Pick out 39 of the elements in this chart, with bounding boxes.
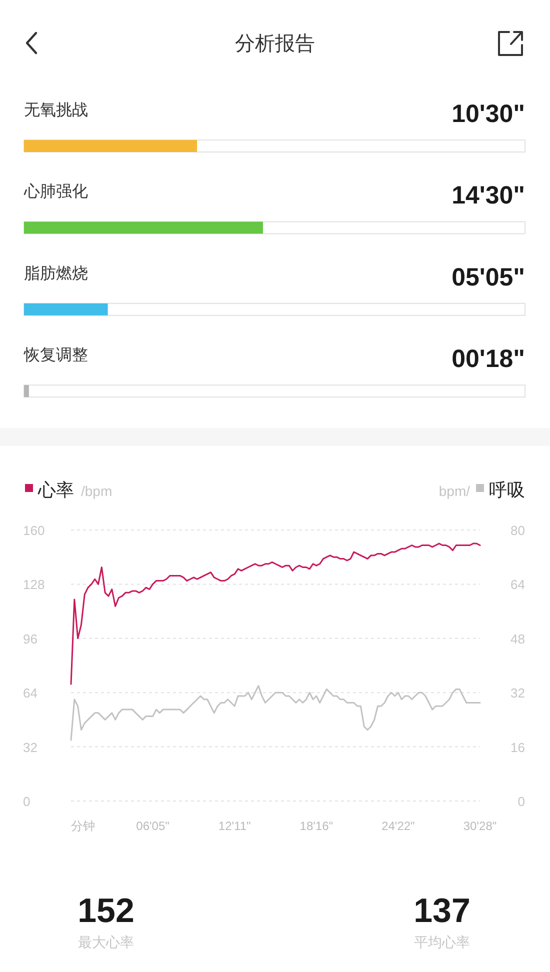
y-tick-label: 128 — [23, 577, 45, 592]
x-axis-title: 分钟 — [71, 819, 95, 833]
y-tick-label: 160 — [23, 523, 45, 538]
y-tick-label: 无氧挑战 — [24, 101, 88, 119]
text: 137 — [414, 892, 470, 930]
y2-tick-label: 0 — [518, 794, 525, 809]
x-tick-label: 06'05" — [136, 819, 170, 833]
bar — [24, 303, 108, 316]
text: 平均心率 — [414, 934, 470, 950]
text: 最大心率 — [78, 934, 134, 950]
line-series — [70, 685, 481, 741]
y-tick-label: 恢复调整 — [23, 347, 88, 364]
y2-tick-label: 16 — [510, 740, 525, 755]
x-tick-label: 24'22" — [382, 819, 415, 833]
y2-tick-label: 48 — [510, 631, 525, 646]
x-tick-label: 18'16" — [300, 819, 334, 833]
y2-axis-title: bpm/ — [438, 483, 470, 499]
y2-tick-label: 64 — [510, 577, 525, 592]
legend-label: 呼吸 — [489, 480, 525, 500]
x-tick-label: 12'11" — [218, 819, 251, 833]
data-label: 10'30" — [452, 100, 525, 128]
y-tick-label: 心肺强化 — [23, 182, 88, 201]
data-label: 00'18" — [452, 345, 525, 374]
y-tick-label: 64 — [23, 686, 38, 701]
bar — [24, 385, 29, 398]
y-axis-title: /bpm — [81, 483, 112, 499]
y-tick-label: 96 — [23, 631, 38, 646]
text: 152 — [78, 892, 134, 930]
y-tick-label: 32 — [23, 740, 38, 755]
legend-label: 心率 — [37, 480, 74, 500]
chart-title: 分析报告 — [235, 33, 315, 55]
line-series — [70, 542, 481, 685]
y-tick-label: 0 — [23, 794, 30, 809]
data-label: 05'05" — [452, 263, 525, 292]
y2-tick-label: 80 — [510, 523, 525, 538]
y-tick-label: 脂肪燃烧 — [24, 264, 88, 282]
x-tick-label: 30'28" — [463, 819, 497, 833]
data-label: 14'30" — [452, 182, 525, 210]
y2-tick-label: 32 — [510, 686, 525, 701]
